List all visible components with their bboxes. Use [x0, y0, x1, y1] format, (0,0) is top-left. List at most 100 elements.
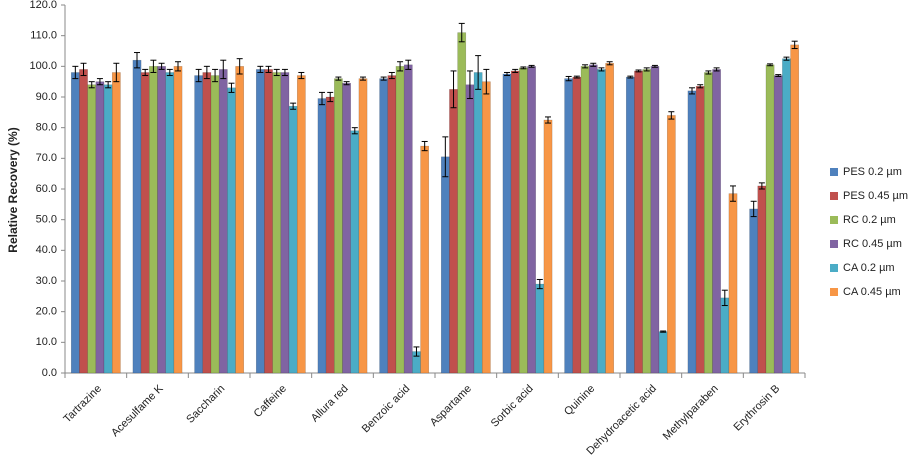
- bar: [440, 156, 450, 374]
- bar: [165, 72, 175, 374]
- error-bar: [697, 84, 704, 89]
- error-bar: [651, 64, 658, 68]
- error-bar: [388, 71, 395, 80]
- bar: [149, 66, 158, 374]
- bar: [296, 75, 306, 374]
- legend-label: PES 0.2 µm: [843, 166, 902, 178]
- y-tick-label: 30.0: [36, 275, 57, 287]
- y-tick-label: 90.0: [36, 91, 57, 103]
- error-bar: [380, 76, 387, 81]
- y-tick-label: 60.0: [36, 183, 57, 195]
- bar: [588, 64, 598, 374]
- error-bar: [351, 127, 358, 135]
- bar: [103, 84, 113, 374]
- error-bar: [195, 68, 202, 83]
- error-bar: [142, 68, 149, 77]
- bar: [502, 73, 512, 374]
- bar: [749, 208, 759, 374]
- x-tick-label: Saccharin: [184, 383, 227, 426]
- error-bar: [606, 61, 613, 66]
- bar: [543, 119, 553, 374]
- bar: [87, 84, 97, 374]
- error-bar: [791, 40, 798, 50]
- bar: [325, 96, 335, 374]
- bar: [704, 72, 713, 374]
- legend-label: CA 0.2 µm: [843, 262, 895, 274]
- error-bar: [281, 68, 288, 77]
- error-bar: [72, 65, 79, 80]
- error-bar: [545, 116, 551, 124]
- error-bar: [565, 75, 572, 82]
- legend-label: RC 0.45 µm: [843, 238, 902, 250]
- bar: [765, 64, 775, 374]
- x-tick-label: Acesulfame K: [109, 382, 166, 439]
- bar: [79, 69, 88, 374]
- bar: [235, 66, 245, 374]
- error-bar: [257, 65, 264, 73]
- error-bar: [466, 70, 473, 100]
- bar: [757, 185, 767, 374]
- bar: [350, 130, 360, 374]
- bar: [510, 70, 520, 374]
- bar: [597, 69, 606, 374]
- bar: [227, 87, 236, 374]
- error-bar: [750, 200, 757, 218]
- bar: [658, 331, 668, 374]
- bar: [288, 105, 298, 374]
- error-bar: [96, 78, 103, 86]
- error-bar: [536, 278, 543, 290]
- bar: [202, 72, 212, 374]
- error-bar: [598, 67, 605, 72]
- bar: [625, 76, 635, 374]
- error-bar: [236, 58, 243, 75]
- bar: [564, 78, 574, 374]
- bar: [255, 69, 265, 374]
- error-bar: [668, 111, 675, 120]
- legend-label: PES 0.45 µm: [843, 190, 908, 202]
- y-tick-label: 0.0: [42, 367, 57, 379]
- error-bar: [319, 91, 325, 106]
- bar: [264, 69, 273, 374]
- error-bar: [413, 346, 420, 357]
- bar: [403, 64, 413, 374]
- error-bar: [335, 76, 342, 81]
- legend-swatch: [830, 216, 838, 224]
- error-bar: [730, 185, 736, 202]
- bar: [728, 193, 738, 374]
- error-bar: [80, 62, 87, 77]
- x-tick-label: Dehydroacetic acid: [584, 383, 659, 458]
- error-bar: [635, 69, 642, 73]
- y-axis-label: Relative Recovery (%): [6, 127, 20, 252]
- bar: [272, 72, 282, 374]
- error-bar: [203, 65, 210, 80]
- x-tick-label: Aspartame: [428, 383, 474, 429]
- bar: [334, 78, 343, 374]
- y-tick-label: 120.0: [29, 0, 57, 11]
- error-bar: [643, 67, 650, 72]
- bar: [481, 81, 491, 374]
- error-bar: [512, 68, 519, 73]
- legend-swatch: [830, 264, 838, 272]
- y-tick-label: 80.0: [36, 122, 57, 134]
- error-bar: [573, 75, 580, 79]
- bar: [535, 283, 545, 374]
- error-bar: [343, 81, 350, 86]
- error-bar: [483, 68, 490, 95]
- error-bar: [212, 68, 219, 83]
- error-bar: [528, 64, 535, 68]
- error-bar: [360, 76, 366, 81]
- error-bar: [713, 67, 720, 72]
- bar: [95, 81, 105, 374]
- bar: [782, 58, 791, 374]
- bar: [70, 72, 80, 374]
- error-bar: [298, 71, 305, 80]
- bar: [111, 72, 121, 374]
- error-bar: [721, 289, 728, 307]
- y-tick-label: 10.0: [36, 336, 57, 348]
- error-bar: [582, 64, 589, 69]
- bar: [157, 66, 166, 374]
- error-bar: [405, 59, 412, 70]
- legend-swatch: [830, 168, 838, 176]
- legend-label: RC 0.2 µm: [843, 214, 896, 226]
- bar: [695, 86, 705, 374]
